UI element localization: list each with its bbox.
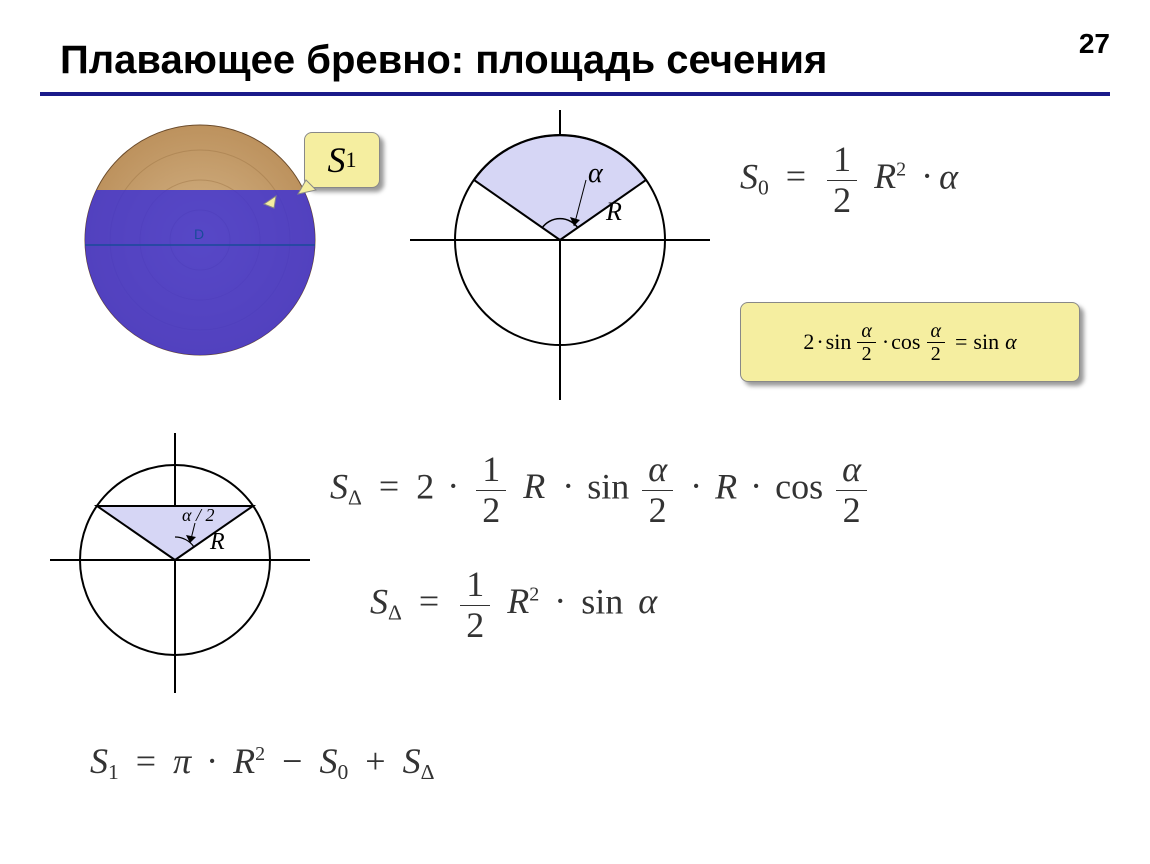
callout-s1-sub: 1 [346,147,357,173]
formula-sdelta-short: SΔ = 12 R2 · sin α [370,565,657,645]
sector-R-label: R [605,197,622,226]
sector-alpha-label: α [588,158,604,189]
callout-s1-S: S [328,139,346,181]
callout-sin-identity: 2 · sin α2 · cos α2 = sin α [740,302,1080,382]
diagram-log: D [60,115,340,375]
page-number: 27 [1079,28,1110,60]
triangle-R-label: R [209,529,225,555]
diagram-sector: α R [410,110,710,400]
triangle-alpha2-label: α / 2 [182,505,214,525]
callout-s1-tail [260,176,320,216]
page-title: Плавающее бревно: площадь сечения [60,38,827,83]
formula-sdelta-long: SΔ = 2 · 12 R · sin α2 · R · cos α2 [330,450,871,530]
diagram-triangle: α / 2 R [50,425,310,695]
log-D-label: D [194,226,204,242]
title-underline [40,92,1110,96]
formula-s1-final: S1 = π · R2 − S0 + SΔ [90,740,434,785]
formula-s0: S0 = 12 R2 ·α [740,140,958,220]
